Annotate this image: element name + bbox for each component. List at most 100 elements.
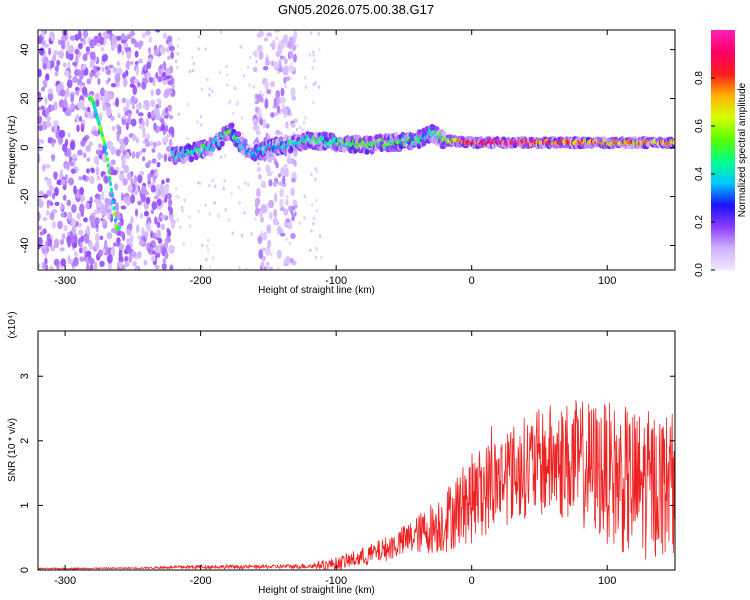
noise-cell <box>312 100 315 105</box>
noise-cell <box>129 60 134 66</box>
noise-cell <box>252 66 258 73</box>
noise-cell <box>256 166 262 172</box>
colorbar-swatch <box>711 246 735 249</box>
noise-cell <box>318 48 321 52</box>
noise-cell <box>255 130 261 136</box>
noise-cell <box>129 30 136 37</box>
noise-cell <box>106 232 113 240</box>
colorbar-tick-label: 0.8 <box>694 71 705 85</box>
noise-cell <box>199 181 202 186</box>
noise-cell <box>304 115 307 120</box>
noise-cell <box>240 233 244 238</box>
noise-cell <box>71 218 77 228</box>
noise-cell <box>290 232 296 239</box>
noise-cell <box>78 115 83 122</box>
noise-cell <box>118 255 124 263</box>
noise-cell <box>229 99 232 104</box>
noise-cell <box>68 177 74 186</box>
noise-cell <box>72 75 78 84</box>
colorbar-swatch <box>711 72 735 75</box>
noise-cell <box>160 123 166 132</box>
colorbar-swatch <box>711 244 735 247</box>
noise-cell <box>118 173 125 182</box>
colorbar-swatch <box>711 90 735 93</box>
noise-cell <box>142 132 147 139</box>
noise-cell <box>214 184 217 189</box>
noise-cell <box>154 216 158 225</box>
noise-cell <box>54 124 58 133</box>
noise-cell <box>83 234 90 244</box>
noise-cell <box>133 175 138 184</box>
noise-cell <box>94 217 100 225</box>
noise-cell <box>110 83 117 88</box>
noise-cell <box>41 262 46 270</box>
noise-cell <box>89 214 95 223</box>
colorbar-swatch <box>711 56 735 59</box>
noise-cell <box>289 50 294 59</box>
noise-cell <box>312 82 315 87</box>
colorbar-swatch <box>711 146 735 149</box>
noise-cell <box>148 36 152 43</box>
noise-cell <box>47 91 54 102</box>
noise-cell <box>58 99 65 108</box>
noise-cell <box>74 86 80 91</box>
noise-cell <box>231 231 234 236</box>
colorbar-swatch <box>711 100 735 103</box>
y-scale-label: (x10⁴) <box>7 311 18 338</box>
noise-cell <box>317 31 320 36</box>
noise-cell <box>154 252 161 259</box>
colorbar-swatch <box>711 200 735 203</box>
noise-cell <box>125 122 129 131</box>
noise-cell <box>313 58 316 63</box>
noise-cell <box>73 256 79 267</box>
noise-cell <box>154 30 161 33</box>
noise-cell <box>206 78 209 82</box>
noise-cell <box>288 205 292 212</box>
noise-cell <box>284 167 289 178</box>
noise-cell <box>99 235 104 241</box>
noise-cell <box>310 229 313 233</box>
noise-cell <box>293 36 296 41</box>
colorbar-swatch <box>711 66 735 69</box>
noise-cell <box>238 201 241 205</box>
noise-cell <box>79 241 83 248</box>
noise-cell <box>104 197 109 204</box>
noise-cell <box>220 30 223 34</box>
noise-cell <box>122 115 127 120</box>
noise-cell <box>284 66 288 76</box>
noise-cell <box>95 71 100 77</box>
noise-cell <box>258 30 265 37</box>
noise-cell <box>102 104 107 111</box>
noise-cell <box>96 202 102 208</box>
noise-cell <box>38 47 45 56</box>
noise-cell <box>276 105 281 115</box>
noise-cell <box>110 248 116 257</box>
noise-cell <box>273 111 279 116</box>
colorbar-swatch <box>711 80 735 83</box>
figure-title: GN05.2026.075.00.38.G17 <box>278 2 434 17</box>
noise-cell <box>48 47 52 56</box>
x-tick-label: -200 <box>190 575 212 587</box>
noise-cell <box>262 99 266 104</box>
noise-cell <box>77 149 83 156</box>
noise-cell <box>243 211 246 215</box>
y-tick-label: 0 <box>19 567 31 573</box>
noise-cell <box>120 205 127 210</box>
y-tick-label: 0 <box>19 144 31 150</box>
streak-cell <box>107 169 111 174</box>
noise-cell <box>261 247 267 252</box>
noise-cell <box>49 185 54 193</box>
noise-cell <box>73 250 79 257</box>
noise-cell <box>177 112 181 117</box>
noise-cell <box>255 207 259 217</box>
noise-cell <box>314 167 317 171</box>
noise-cell <box>99 95 104 101</box>
noise-cell <box>88 141 93 147</box>
noise-cell <box>291 95 296 101</box>
noise-cell <box>170 51 174 60</box>
colorbar-swatch <box>711 112 735 115</box>
colorbar-swatch <box>711 190 735 193</box>
noise-cell <box>143 259 148 266</box>
noise-cell <box>71 204 77 213</box>
